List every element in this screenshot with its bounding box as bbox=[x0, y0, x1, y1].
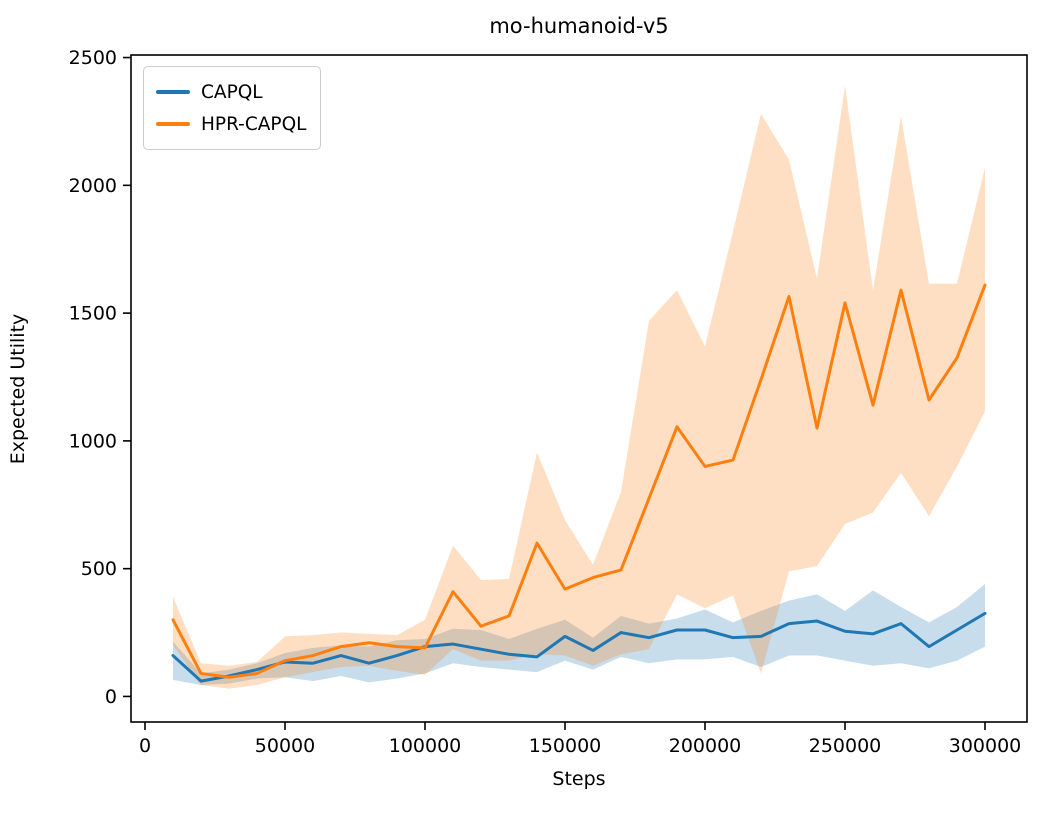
hpr-capql-line bbox=[171, 283, 987, 679]
y-tick-label: 2500 bbox=[69, 47, 117, 69]
y-tick-label: 1500 bbox=[69, 303, 117, 325]
capql-band bbox=[173, 584, 985, 685]
legend-label-capql: CAPQL bbox=[201, 81, 263, 103]
x-axis-label: Steps bbox=[552, 768, 606, 790]
x-tick-label: 150000 bbox=[529, 735, 602, 757]
chart-title: mo-humanoid-v5 bbox=[489, 14, 669, 38]
legend-label-hpr-capql: HPR-CAPQL bbox=[201, 113, 307, 135]
y-tick-label: 2000 bbox=[69, 175, 117, 197]
x-tick-label: 250000 bbox=[809, 735, 882, 757]
y-tick-label: 500 bbox=[81, 558, 117, 580]
y-axis-label: Expected Utility bbox=[7, 313, 29, 465]
legend: CAPQL HPR-CAPQL bbox=[143, 66, 322, 150]
x-tick-label: 50000 bbox=[255, 735, 315, 757]
x-tick-label: 0 bbox=[139, 735, 151, 757]
x-tick-label: 100000 bbox=[389, 735, 462, 757]
hpr-capql-line-swatch bbox=[156, 122, 190, 126]
x-tick-label: 300000 bbox=[949, 735, 1022, 757]
axes-spines bbox=[130, 54, 1028, 723]
y-tick-label: 0 bbox=[105, 686, 117, 708]
legend-item-capql: CAPQL bbox=[156, 76, 306, 108]
capql-line-swatch bbox=[156, 90, 190, 94]
capql-line bbox=[171, 611, 987, 683]
x-tick-label: 200000 bbox=[669, 735, 742, 757]
hpr-capql-band bbox=[173, 85, 985, 689]
y-tick-label: 1000 bbox=[69, 430, 117, 452]
legend-item-hpr-capql: HPR-CAPQL bbox=[156, 108, 306, 140]
